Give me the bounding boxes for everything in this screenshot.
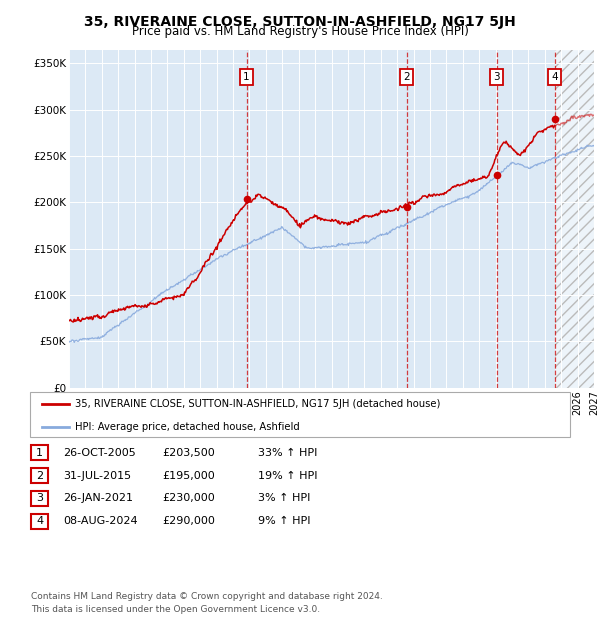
Text: £203,500: £203,500 xyxy=(162,448,215,458)
Text: 4: 4 xyxy=(36,516,43,526)
Text: HPI: Average price, detached house, Ashfield: HPI: Average price, detached house, Ashf… xyxy=(75,422,300,432)
Text: 2: 2 xyxy=(403,73,410,82)
Text: Contains HM Land Registry data © Crown copyright and database right 2024.
This d: Contains HM Land Registry data © Crown c… xyxy=(31,592,383,614)
Text: 31-JUL-2015: 31-JUL-2015 xyxy=(63,471,131,480)
Text: 26-OCT-2005: 26-OCT-2005 xyxy=(63,448,136,458)
Text: 3: 3 xyxy=(36,494,43,503)
Text: 3: 3 xyxy=(493,73,500,82)
Text: 35, RIVERAINE CLOSE, SUTTON-IN-ASHFIELD, NG17 5JH (detached house): 35, RIVERAINE CLOSE, SUTTON-IN-ASHFIELD,… xyxy=(75,399,440,409)
Text: 2: 2 xyxy=(36,471,43,480)
Text: 19% ↑ HPI: 19% ↑ HPI xyxy=(258,471,317,480)
Bar xyxy=(556,50,594,388)
Text: 1: 1 xyxy=(36,448,43,458)
Text: 9% ↑ HPI: 9% ↑ HPI xyxy=(258,516,311,526)
Text: 08-AUG-2024: 08-AUG-2024 xyxy=(63,516,137,526)
Text: 33% ↑ HPI: 33% ↑ HPI xyxy=(258,448,317,458)
Text: 4: 4 xyxy=(551,73,558,82)
Text: 26-JAN-2021: 26-JAN-2021 xyxy=(63,494,133,503)
Text: 1: 1 xyxy=(243,73,250,82)
Text: 35, RIVERAINE CLOSE, SUTTON-IN-ASHFIELD, NG17 5JH: 35, RIVERAINE CLOSE, SUTTON-IN-ASHFIELD,… xyxy=(84,15,516,29)
Text: Price paid vs. HM Land Registry's House Price Index (HPI): Price paid vs. HM Land Registry's House … xyxy=(131,25,469,37)
Text: £195,000: £195,000 xyxy=(162,471,215,480)
Text: 3% ↑ HPI: 3% ↑ HPI xyxy=(258,494,310,503)
Text: £230,000: £230,000 xyxy=(162,494,215,503)
Text: £290,000: £290,000 xyxy=(162,516,215,526)
Bar xyxy=(556,50,594,388)
